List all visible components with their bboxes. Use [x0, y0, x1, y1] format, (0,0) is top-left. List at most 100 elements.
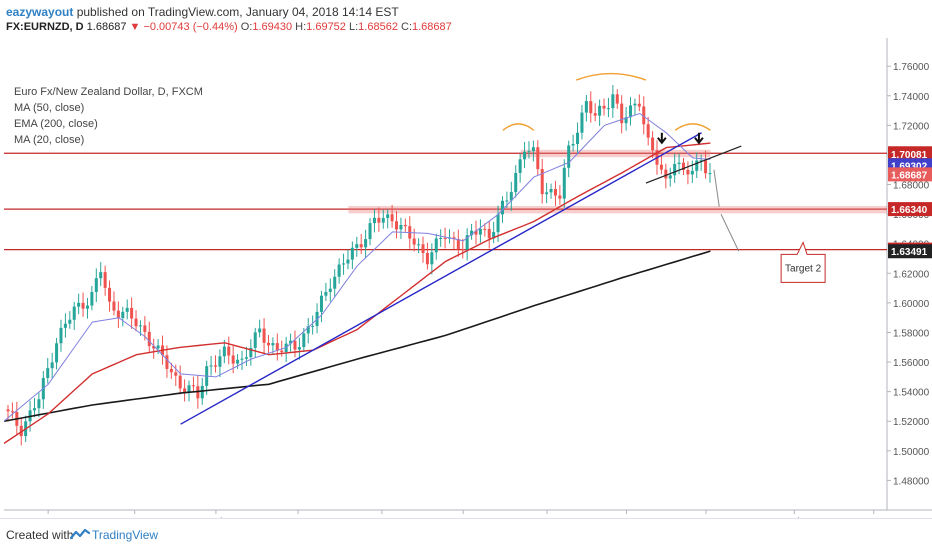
candle-body — [646, 124, 650, 138]
candle-body — [152, 346, 156, 349]
candle-body — [342, 263, 346, 265]
candle-body — [620, 103, 624, 124]
resistance-zone — [520, 149, 711, 158]
candle-body — [461, 248, 465, 251]
candle-body — [492, 232, 496, 239]
candle-body — [55, 343, 59, 363]
candle-body — [606, 108, 610, 110]
x-tick-label: Jul — [210, 517, 223, 518]
candle-body — [562, 167, 566, 199]
projection-arrow-1 — [713, 169, 720, 207]
candle-body — [77, 302, 81, 307]
candle-body — [390, 214, 394, 222]
x-tick-label: 2018 — [695, 517, 718, 518]
candle-body — [200, 385, 204, 399]
right-shoulder-arc — [674, 123, 711, 131]
x-tick-label: Mar — [865, 517, 883, 518]
candle-body — [355, 244, 359, 248]
y-tick-label: 1.60000 — [893, 299, 930, 310]
candle-body — [474, 230, 478, 235]
price-label: 1.66340 — [891, 205, 928, 216]
candle-body — [333, 276, 337, 289]
candle-body — [704, 160, 708, 174]
chart-canvas[interactable]: 1.760001.740001.720001.700001.680001.660… — [4, 38, 932, 518]
low-label: L: — [348, 21, 359, 33]
candle-body — [253, 332, 257, 348]
support-zone — [348, 205, 887, 214]
candle-body — [642, 106, 646, 125]
candle-body — [434, 238, 438, 253]
candle-body — [218, 356, 222, 367]
candle-body — [372, 217, 376, 224]
tradingview-brand-link[interactable]: TradingView — [92, 528, 159, 542]
ma50-line — [4, 142, 711, 444]
candle-body — [668, 175, 672, 179]
candle-body — [81, 302, 85, 309]
candle-body — [531, 147, 535, 152]
candle-body — [421, 244, 425, 253]
chart-frame[interactable]: 1.760001.740001.720001.700001.680001.660… — [4, 38, 932, 518]
legend-title[interactable]: Euro Fx/New Zealand Dollar, D, FXCM — [14, 86, 203, 98]
candle-body — [664, 169, 668, 179]
x-tick-label: Aug — [289, 517, 307, 518]
price-label-bg — [888, 167, 932, 182]
chart-legend: Euro Fx/New Zealand Dollar, D, FXCM MA (… — [14, 84, 203, 148]
candle-body — [381, 218, 385, 223]
candle-body — [32, 408, 37, 411]
ma20-line — [4, 112, 711, 422]
price-label-bg — [888, 202, 932, 217]
tradingview-logo-icon[interactable] — [70, 527, 90, 541]
candle-body — [695, 160, 699, 171]
candle-body — [439, 238, 443, 240]
candle-body — [50, 362, 54, 369]
candle-body — [213, 365, 218, 367]
candle-body — [85, 305, 89, 309]
candle-body — [443, 238, 447, 240]
chart-header: eazywayout published on TradingView.com,… — [0, 0, 932, 36]
candle-body — [244, 357, 248, 359]
candle-body — [514, 172, 518, 193]
target-callout-label: Target 2 — [785, 263, 822, 274]
candle-body — [673, 164, 677, 176]
candle-body — [456, 239, 460, 249]
target-callout-box — [780, 241, 826, 283]
candle-body — [46, 368, 50, 379]
candle-body — [518, 159, 522, 173]
ascending-trendline — [180, 132, 702, 425]
candle-body — [470, 230, 474, 236]
x-tick-label: Oct — [455, 517, 471, 518]
x-tick-label: Jun — [127, 517, 143, 518]
candle-body — [72, 306, 76, 320]
candle-body — [59, 327, 63, 344]
candle-body — [297, 347, 301, 350]
candle-body — [302, 333, 306, 348]
candle-body — [68, 319, 72, 324]
candle-body — [395, 221, 399, 230]
candle-body — [633, 103, 637, 106]
candle-body — [545, 192, 549, 195]
candle-body — [258, 328, 262, 333]
candle-body — [183, 388, 187, 393]
legend-ma50[interactable]: MA (50, close) — [14, 102, 85, 114]
price-label-bg — [888, 146, 932, 161]
x-tick-label: Nov — [538, 517, 556, 518]
candle-body — [108, 287, 112, 302]
candle-body — [558, 195, 562, 199]
x-tick-label: Sep — [373, 517, 391, 518]
candle-body — [121, 311, 125, 319]
candle-body — [130, 307, 134, 319]
legend-ema200[interactable]: EMA (200, close) — [14, 118, 98, 130]
author-name[interactable]: eazywayout — [6, 5, 74, 19]
candle-body — [598, 105, 602, 116]
candle-body — [209, 365, 213, 367]
low-value: 1.68562 — [358, 21, 398, 33]
x-tick-label: Dec — [618, 517, 636, 518]
candle-body — [681, 162, 686, 170]
candle-body — [240, 358, 244, 360]
legend-ma20[interactable]: MA (20, close) — [14, 134, 85, 146]
candle-body — [611, 94, 615, 109]
y-tick-label: 1.56000 — [893, 358, 930, 369]
candle-body — [306, 326, 310, 334]
candle-body — [125, 307, 129, 312]
created-with-label: Created with — [6, 528, 74, 542]
